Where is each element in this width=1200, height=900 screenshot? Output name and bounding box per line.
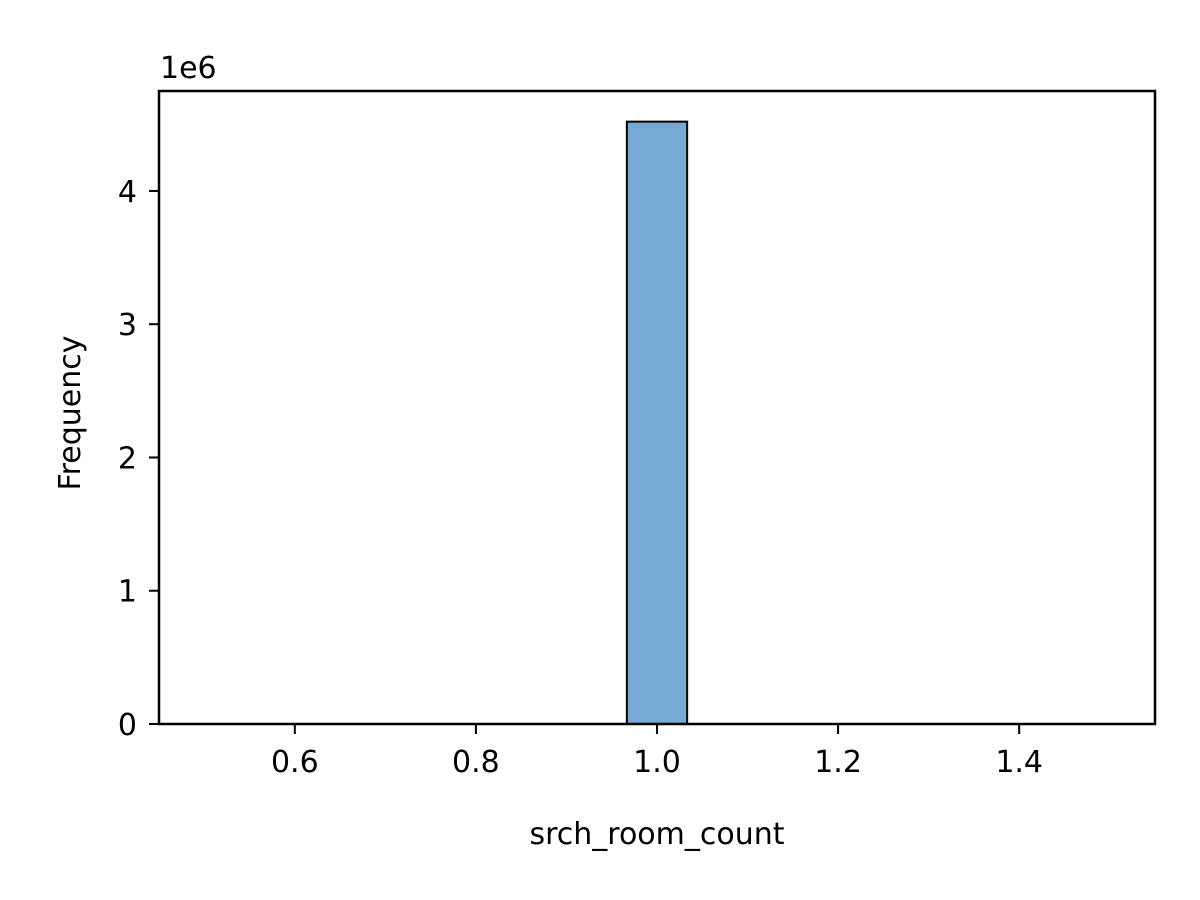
x-tick-label: 0.8 [452,745,500,780]
y-tick-label: 1 [118,575,137,610]
x-tick-label: 1.2 [814,745,862,780]
x-axis-label: srch_room_count [529,817,784,852]
y-axis-ticks: 0 1 2 3 4 [118,175,159,743]
x-tick-label: 1.0 [633,745,681,780]
histogram-bar-0 [625,120,689,726]
y-tick-label: 3 [118,308,137,343]
y-tick-label: 4 [118,175,137,210]
x-tick-label: 0.6 [271,745,319,780]
y-offset-label: 1e6 [160,51,217,86]
bars-layer [625,120,689,726]
y-tick-label: 0 [118,708,137,743]
x-tick-label: 1.4 [995,745,1043,780]
x-axis-ticks: 0.6 0.8 1.0 1.2 1.4 [271,724,1043,780]
y-axis-label: Frequency [53,336,88,491]
y-tick-label: 2 [118,441,137,476]
